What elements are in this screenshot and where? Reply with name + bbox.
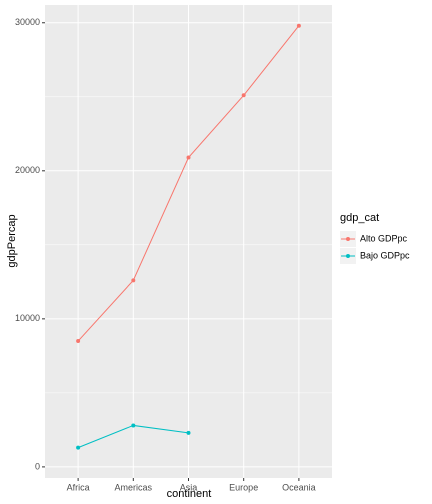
point [76, 339, 81, 344]
point [131, 278, 136, 283]
point [241, 93, 246, 98]
y-tick-label: 30000 [15, 17, 40, 27]
point [186, 155, 191, 160]
y-tick-label: 20000 [15, 165, 40, 175]
x-tick-label: Europe [229, 482, 258, 492]
x-tick-label: Oceania [282, 482, 316, 492]
legend-label: Bajo GDPpc [360, 250, 410, 260]
legend-point [346, 237, 350, 241]
x-tick-label: Asia [180, 482, 198, 492]
legend-point [346, 254, 350, 258]
y-axis-title: gdpPercap [6, 214, 18, 267]
legend-label: Alto GDPpc [360, 233, 408, 243]
x-tick-label: Americas [115, 482, 153, 492]
y-tick-label: 0 [35, 461, 40, 471]
legend-title: gdp_cat [340, 212, 379, 224]
point [76, 445, 81, 450]
point [186, 430, 191, 435]
x-tick-label: Africa [67, 482, 90, 492]
point [296, 23, 301, 28]
y-tick-label: 10000 [15, 313, 40, 323]
point [131, 423, 136, 428]
x-axis-title: continent [167, 488, 212, 500]
